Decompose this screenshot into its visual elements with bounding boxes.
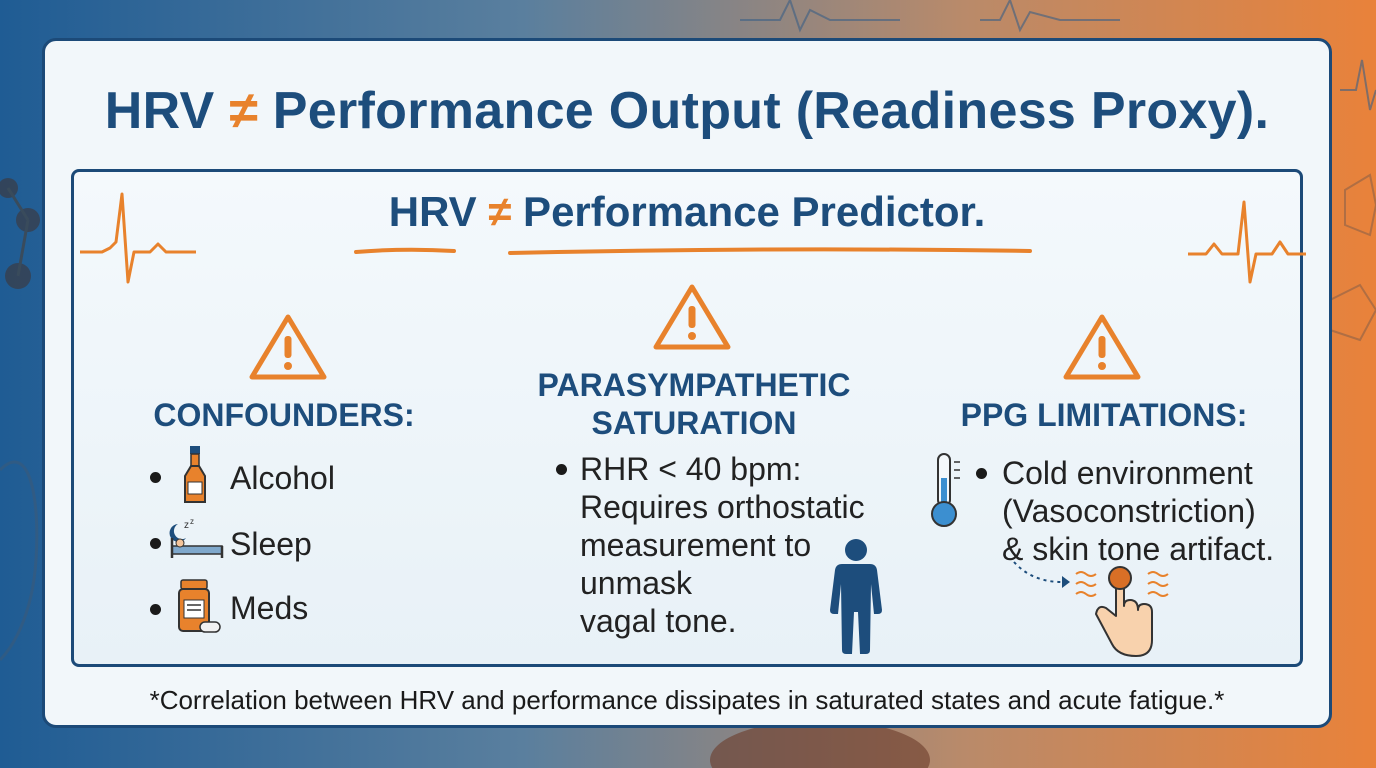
warning-icon	[653, 284, 731, 350]
food-bowl-bg-icon	[710, 720, 930, 768]
meds-bottle-icon	[178, 579, 221, 633]
ecg-line-bg-icon	[740, 0, 1376, 111]
title-not-equal-symbol: ≠	[229, 82, 259, 140]
bullet	[976, 468, 987, 479]
subtitle-text-start: HRV	[388, 188, 489, 235]
confounder-item: Alcohol	[230, 460, 335, 496]
heart-bg-icon	[0, 460, 39, 662]
subtitle-underline	[354, 247, 1032, 255]
ppg-heading: PPG LIMITATIONS:	[960, 397, 1248, 433]
svg-text:z: z	[184, 520, 189, 531]
title-text-start: HRV	[104, 82, 230, 140]
ecg-right-icon	[1188, 200, 1306, 284]
subtitle: HRV ≠ Performance Predictor.	[74, 188, 1300, 236]
bullet	[150, 604, 161, 615]
page-title: HRV ≠ Performance Output (Readiness Prox…	[45, 81, 1329, 141]
bullet	[150, 538, 161, 549]
footnote: *Correlation between HRV and performance…	[149, 685, 1225, 715]
svg-text:z: z	[190, 517, 194, 526]
warning-icon	[1063, 314, 1141, 380]
confounder-item: Sleep	[230, 526, 312, 562]
text-line: & skin tone artifact.	[1002, 531, 1275, 567]
parasympathetic-heading-line: SATURATION	[591, 405, 797, 441]
text-line: RHR < 40 bpm:	[580, 451, 802, 487]
parasympathetic-text: RHR < 40 bpm: Requires orthostatic measu…	[580, 450, 940, 640]
finger-sensor-icon	[1013, 561, 1169, 657]
confounders-heading: CONFOUNDERS:	[153, 397, 415, 433]
text-line: vagal tone.	[580, 603, 737, 639]
sleep-bed-icon: z z	[169, 517, 224, 558]
text-line: Cold environment	[1002, 455, 1253, 491]
parasympathetic-heading: PARASYMPATHETIC SATURATION	[504, 366, 884, 442]
bullet	[556, 464, 567, 475]
parasympathetic-heading-line: PARASYMPATHETIC	[537, 367, 851, 403]
subtitle-not-equal-symbol: ≠	[488, 188, 512, 235]
title-text-end: Performance Output (Readiness Proxy).	[258, 82, 1270, 140]
subtitle-text-end: Performance Predictor.	[511, 188, 986, 235]
warning-icon	[249, 314, 327, 380]
inner-panel: HRV ≠ Performance Predictor. CONFOUNDERS…	[71, 169, 1306, 667]
thermometer-icon	[931, 453, 960, 527]
alcohol-bottle-icon	[184, 446, 206, 503]
standing-person-icon	[830, 539, 882, 654]
ppg-text: Cold environment (Vasoconstriction) & sk…	[1002, 454, 1312, 568]
hexagon-bg-icon	[1329, 173, 1376, 342]
confounder-item: Meds	[230, 590, 309, 626]
molecule-bg-icon	[0, 178, 40, 289]
text-line: (Vasoconstriction)	[1002, 493, 1256, 529]
main-card: HRV ≠ Performance Output (Readiness Prox…	[42, 38, 1332, 728]
text-line: unmask	[580, 565, 693, 601]
ecg-left-icon	[80, 192, 196, 284]
bullet	[150, 472, 161, 483]
text-line: Requires orthostatic	[580, 489, 865, 525]
text-line: measurement to	[580, 527, 812, 563]
